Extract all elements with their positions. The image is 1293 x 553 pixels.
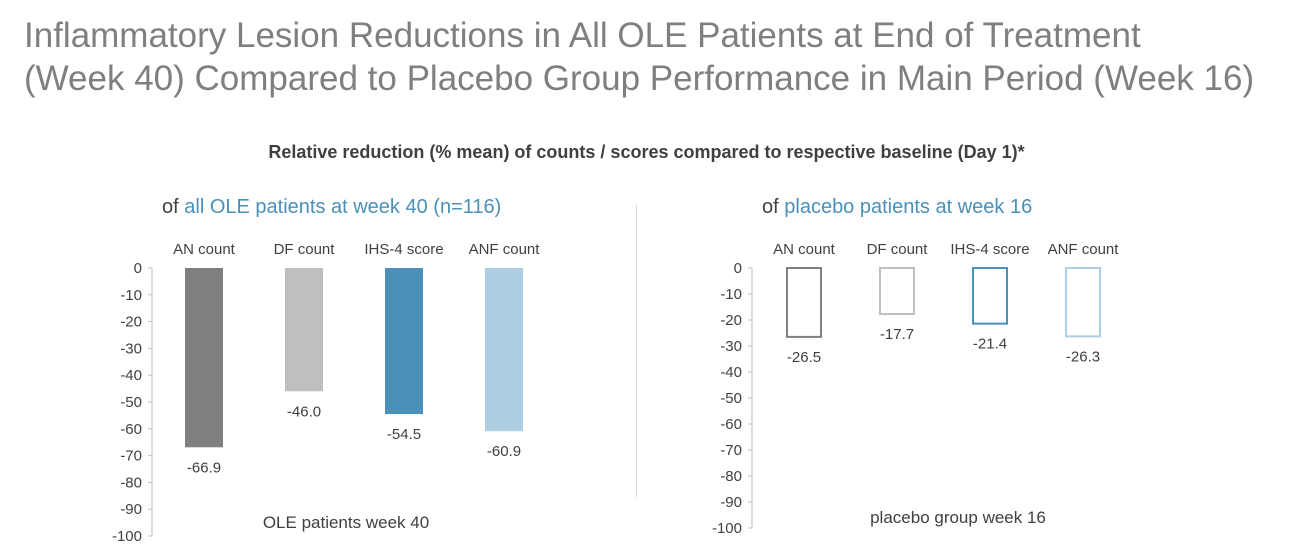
y-tick-label: -50 — [720, 390, 742, 407]
value-label-ihs4-score: -21.4 — [973, 336, 1007, 353]
category-label-an-count: AN count — [773, 241, 836, 258]
y-tick-label: -80 — [120, 474, 142, 491]
y-tick-label: 0 — [134, 260, 142, 277]
y-tick-label: -20 — [720, 312, 742, 329]
value-label-an-count: -66.9 — [187, 459, 221, 476]
y-tick-label: -30 — [120, 340, 142, 357]
bar-ihs4-score — [385, 268, 423, 415]
series-label: OLE patients week 40 — [263, 513, 429, 532]
y-tick-label: -50 — [120, 394, 142, 411]
bar-df-count — [879, 267, 915, 316]
category-label-ihs4-score: IHS-4 score — [950, 241, 1029, 258]
y-tick-label: -70 — [720, 442, 742, 459]
left-panel-heading-prefix: of — [162, 196, 185, 218]
y-tick-label: -10 — [720, 286, 742, 303]
y-tick-label: -100 — [712, 520, 742, 537]
y-tick-label: -40 — [720, 364, 742, 381]
bar-anf-count — [1065, 267, 1101, 338]
right-panel-heading: of placebo patients at week 16 — [762, 196, 1032, 219]
slide-title-line-2: (Week 40) Compared to Placebo Group Perf… — [24, 59, 1255, 98]
left-panel-heading: of all OLE patients at week 40 (n=116) — [162, 196, 501, 219]
y-tick-label: -90 — [720, 494, 742, 511]
category-label-an-count: AN count — [173, 241, 236, 258]
y-tick-label: -20 — [120, 314, 142, 331]
bar-ihs4-score — [972, 267, 1008, 325]
y-tick-label: -80 — [720, 468, 742, 485]
category-label-df-count: DF count — [867, 241, 929, 258]
y-tick-label: -40 — [120, 367, 142, 384]
bar-df-count — [285, 268, 323, 392]
placebo-week16-chart: 0 -10 -20 -30 -40 -50 -60 -70 -80 -90 -100 AN count… — [712, 241, 1120, 537]
slide-title-line-1: Inflammatory Lesion Reductions in All OL… — [24, 16, 1141, 55]
value-label-an-count: -26.5 — [787, 349, 821, 366]
y-tick-label: -90 — [120, 501, 142, 518]
y-tick-label: -30 — [720, 338, 742, 355]
y-tick-label: 0 — [734, 260, 742, 277]
series-label: placebo group week 16 — [870, 508, 1046, 527]
chart-subtitle: Relative reduction (% mean) of counts / … — [268, 142, 1025, 162]
category-label-anf-count: ANF count — [1048, 241, 1120, 258]
right-panel-heading-accent: placebo patients at week 16 — [784, 196, 1033, 218]
ole-week40-chart: 0 -10 -20 -30 -40 -50 -60 -70 -80 -90 -100 AN count… — [112, 241, 541, 545]
y-tick-label: -100 — [112, 528, 142, 545]
bar-anf-count — [485, 268, 523, 432]
y-tick-label: -60 — [720, 416, 742, 433]
slide-title: Inflammatory Lesion Reductions in All OL… — [24, 14, 1284, 100]
left-panel-heading-accent: all OLE patients at week 40 (n=116) — [184, 196, 502, 218]
category-label-df-count: DF count — [274, 241, 336, 258]
y-tick-label: -60 — [120, 421, 142, 438]
value-label-df-count: -17.7 — [880, 326, 914, 343]
y-tick-label: -70 — [120, 448, 142, 465]
category-label-anf-count: ANF count — [469, 241, 541, 258]
value-label-ihs4-score: -54.5 — [387, 426, 421, 443]
right-panel-heading-prefix: of — [762, 196, 785, 218]
category-label-ihs4-score: IHS-4 score — [364, 241, 443, 258]
value-label-anf-count: -26.3 — [1066, 348, 1100, 365]
bar-an-count — [786, 267, 822, 338]
panel-divider — [636, 205, 637, 497]
value-label-df-count: -46.0 — [287, 403, 321, 420]
bar-an-count — [185, 268, 223, 448]
y-tick-label: -10 — [120, 287, 142, 304]
value-label-anf-count: -60.9 — [487, 443, 521, 460]
